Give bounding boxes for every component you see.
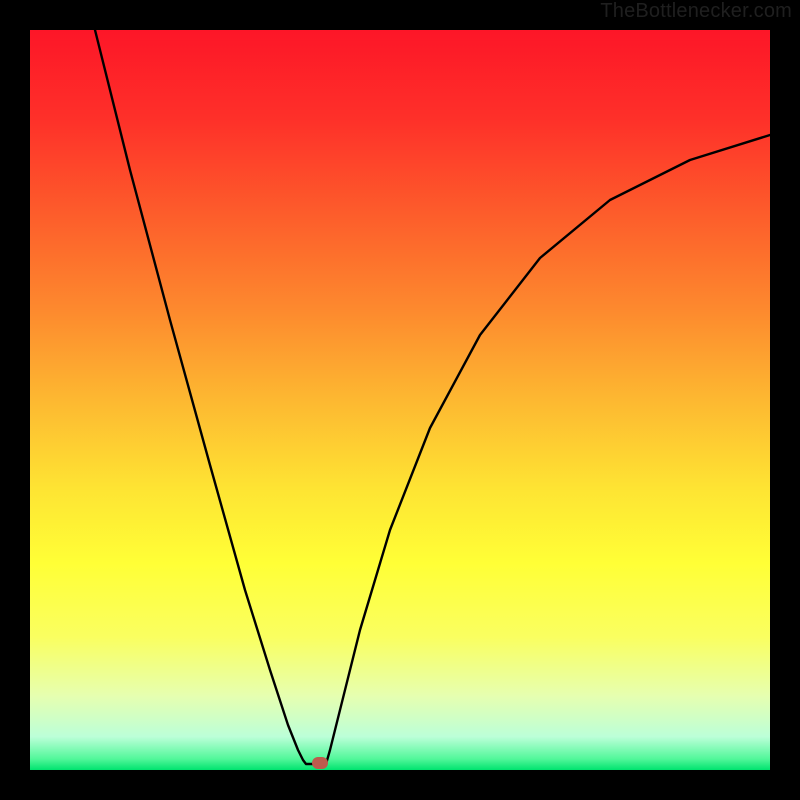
chart-stage: TheBottlenecker.com	[0, 0, 800, 800]
optimum-marker	[312, 757, 328, 769]
chart-svg	[0, 0, 800, 800]
plot-background	[30, 30, 770, 770]
watermark-text: TheBottlenecker.com	[600, 0, 792, 23]
